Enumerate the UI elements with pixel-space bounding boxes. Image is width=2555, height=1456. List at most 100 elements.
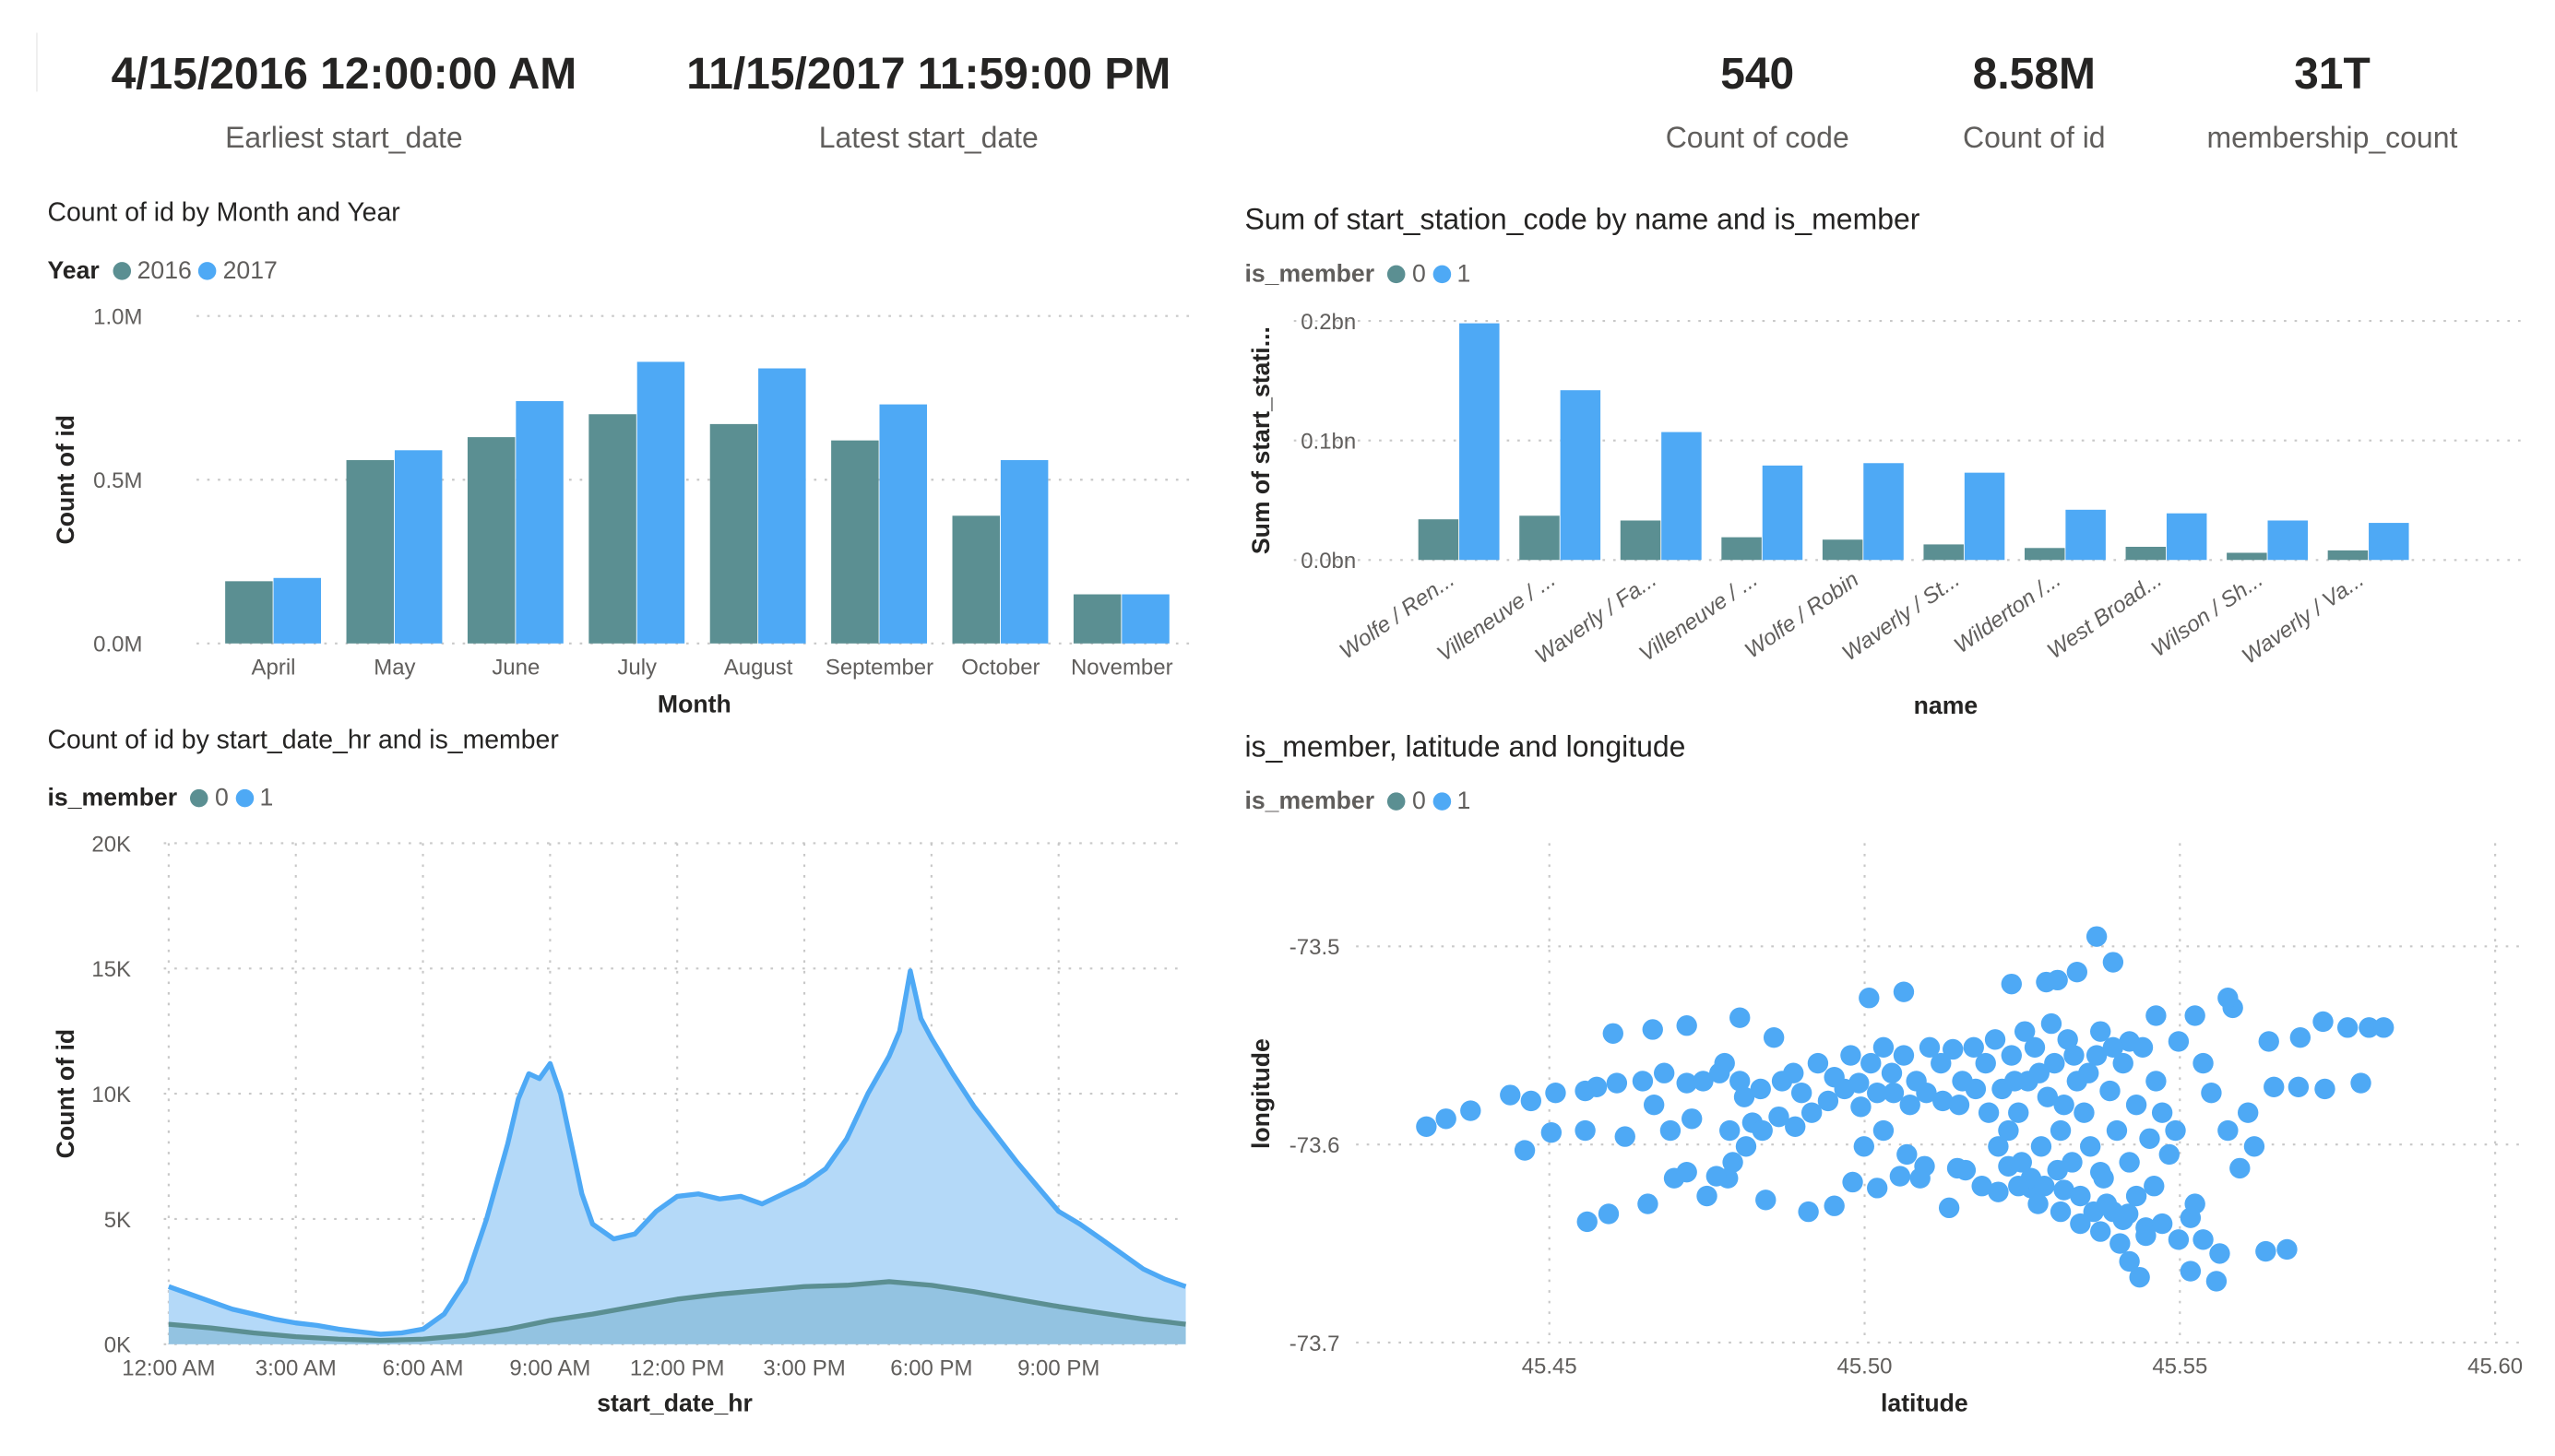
chart-station-legend[interactable]: is_member 0 1 xyxy=(1244,260,1470,288)
scatter-point[interactable] xyxy=(1853,1136,1874,1157)
scatter-point[interactable] xyxy=(2119,1250,2140,1273)
scatter-point[interactable] xyxy=(2276,1238,2298,1261)
bar-is-member-0[interactable] xyxy=(1923,544,1964,561)
scatter-point[interactable] xyxy=(2193,1229,2214,1250)
scatter-point[interactable] xyxy=(1722,1152,1743,1173)
scatter-point[interactable] xyxy=(1988,1136,2009,1157)
scatter-point[interactable] xyxy=(2080,1136,2101,1157)
scatter-point[interactable] xyxy=(2008,1176,2029,1197)
scatter-point[interactable] xyxy=(1659,1119,1682,1142)
scatter-point[interactable] xyxy=(1975,1052,1996,1074)
scatter-point[interactable] xyxy=(2312,1011,2334,1033)
scatter-point[interactable] xyxy=(1938,1197,1960,1219)
scatter-point[interactable] xyxy=(2145,1071,2167,1092)
scatter-point[interactable] xyxy=(1654,1062,1675,1083)
scatter-point[interactable] xyxy=(1883,1083,1905,1104)
scatter-point[interactable] xyxy=(1729,1071,1751,1092)
bar-is-member-0[interactable] xyxy=(1519,515,1560,561)
scatter-point[interactable] xyxy=(1932,1090,1954,1112)
scatter-point[interactable] xyxy=(2158,1143,2180,1166)
scatter-point[interactable] xyxy=(2001,973,2022,995)
bar-is-member-0[interactable] xyxy=(1418,519,1459,561)
scatter-point[interactable] xyxy=(2289,1027,2311,1048)
scatter-point[interactable] xyxy=(2093,1167,2114,1189)
scatter-point[interactable] xyxy=(1602,1023,1623,1044)
scatter-point[interactable] xyxy=(1842,1171,1863,1193)
scatter-point[interactable] xyxy=(1545,1083,1566,1104)
scatter-point[interactable] xyxy=(1783,1062,1804,1083)
scatter-point[interactable] xyxy=(2096,1193,2118,1214)
chart-month-year-legend[interactable]: Year 2016 2017 xyxy=(47,257,277,285)
scatter-point[interactable] xyxy=(1889,1166,1911,1187)
scatter-point[interactable] xyxy=(1460,1100,1481,1121)
scatter-point[interactable] xyxy=(2151,1102,2173,1123)
legend-item-1[interactable]: 1 xyxy=(259,784,274,812)
scatter-point[interactable] xyxy=(2070,1185,2091,1207)
scatter-point[interactable] xyxy=(1872,1036,1895,1059)
legend-item-0[interactable]: 0 xyxy=(214,784,229,812)
bar-is-member-1[interactable] xyxy=(1459,323,1500,561)
scatter-point[interactable] xyxy=(1893,981,1915,1002)
scatter-point[interactable] xyxy=(2238,1102,2259,1123)
scatter-point[interactable] xyxy=(1575,1119,1596,1142)
scatter-point[interactable] xyxy=(1798,1201,1819,1223)
scatter-point[interactable] xyxy=(1988,1181,2009,1202)
scatter-point[interactable] xyxy=(2099,1080,2121,1102)
scatter-point[interactable] xyxy=(1896,1143,1918,1166)
scatter-point[interactable] xyxy=(2264,1076,2285,1098)
scatter-point[interactable] xyxy=(1693,1071,1714,1092)
scatter-point[interactable] xyxy=(1965,1078,1987,1100)
scatter-point[interactable] xyxy=(2030,1136,2052,1157)
scatter-point[interactable] xyxy=(2011,1152,2032,1173)
scatter-point[interactable] xyxy=(1729,1007,1751,1028)
scatter-point[interactable] xyxy=(1948,1094,1970,1116)
scatter-point[interactable] xyxy=(2028,1062,2050,1083)
scatter-point[interactable] xyxy=(1914,1155,1935,1177)
bar-2016-june[interactable] xyxy=(467,437,516,644)
bar-2017-june[interactable] xyxy=(516,401,564,644)
scatter-point[interactable] xyxy=(2336,1017,2359,1038)
scatter-point[interactable] xyxy=(2144,1176,2165,1197)
bar-is-member-1[interactable] xyxy=(1863,463,1904,561)
scatter-point[interactable] xyxy=(1881,1062,1903,1083)
scatter-point[interactable] xyxy=(1752,1119,1773,1142)
scatter-point[interactable] xyxy=(1750,1078,1771,1100)
bar-is-member-0[interactable] xyxy=(1620,520,1661,561)
scatter-point[interactable] xyxy=(2129,1266,2150,1288)
chart-hourly-legend[interactable]: is_member 0 1 xyxy=(47,785,273,812)
scatter-point[interactable] xyxy=(2109,1233,2131,1254)
scatter-point[interactable] xyxy=(2086,1045,2108,1066)
scatter-point[interactable] xyxy=(1719,1119,1741,1142)
scatter-point[interactable] xyxy=(1963,1036,1984,1059)
scatter-point[interactable] xyxy=(2003,1071,2026,1092)
line-is-member-1[interactable] xyxy=(167,968,1187,1337)
scatter-point[interactable] xyxy=(2209,1243,2230,1264)
chart-map-scatter-legend[interactable]: is_member 0 1 xyxy=(1244,787,1470,815)
scatter-point[interactable] xyxy=(1872,1119,1895,1142)
scatter-point[interactable] xyxy=(2243,1136,2265,1157)
scatter-point[interactable] xyxy=(2125,1185,2147,1207)
bar-2016-august[interactable] xyxy=(709,423,758,644)
scatter-point[interactable] xyxy=(1606,1072,1628,1094)
scatter-point[interactable] xyxy=(2112,1209,2133,1231)
scatter-point[interactable] xyxy=(1867,1083,1888,1104)
scatter-point[interactable] xyxy=(1860,1052,1882,1074)
scatter-point[interactable] xyxy=(1676,1015,1697,1036)
bar-is-member-0[interactable] xyxy=(2327,550,2369,561)
bar-2017-september[interactable] xyxy=(879,404,927,644)
scatter-point[interactable] xyxy=(2288,1076,2310,1098)
scatter-point[interactable] xyxy=(1576,1211,1598,1233)
scatter-point[interactable] xyxy=(2090,1021,2111,1042)
scatter-point[interactable] xyxy=(2027,1193,2049,1214)
scatter-point[interactable] xyxy=(1586,1076,1608,1098)
scatter-point[interactable] xyxy=(2036,971,2057,993)
scatter-point[interactable] xyxy=(1955,1159,1977,1181)
scatter-point[interactable] xyxy=(2053,1094,2074,1116)
bar-is-member-1[interactable] xyxy=(2369,523,2409,561)
scatter-point[interactable] xyxy=(1733,1086,1755,1107)
scatter-point[interactable] xyxy=(2053,1179,2074,1201)
scatter-point[interactable] xyxy=(1763,1027,1785,1048)
bar-is-member-1[interactable] xyxy=(2065,509,2106,561)
bar-is-member-1[interactable] xyxy=(2267,520,2308,561)
bar-2017-october[interactable] xyxy=(1000,459,1049,644)
